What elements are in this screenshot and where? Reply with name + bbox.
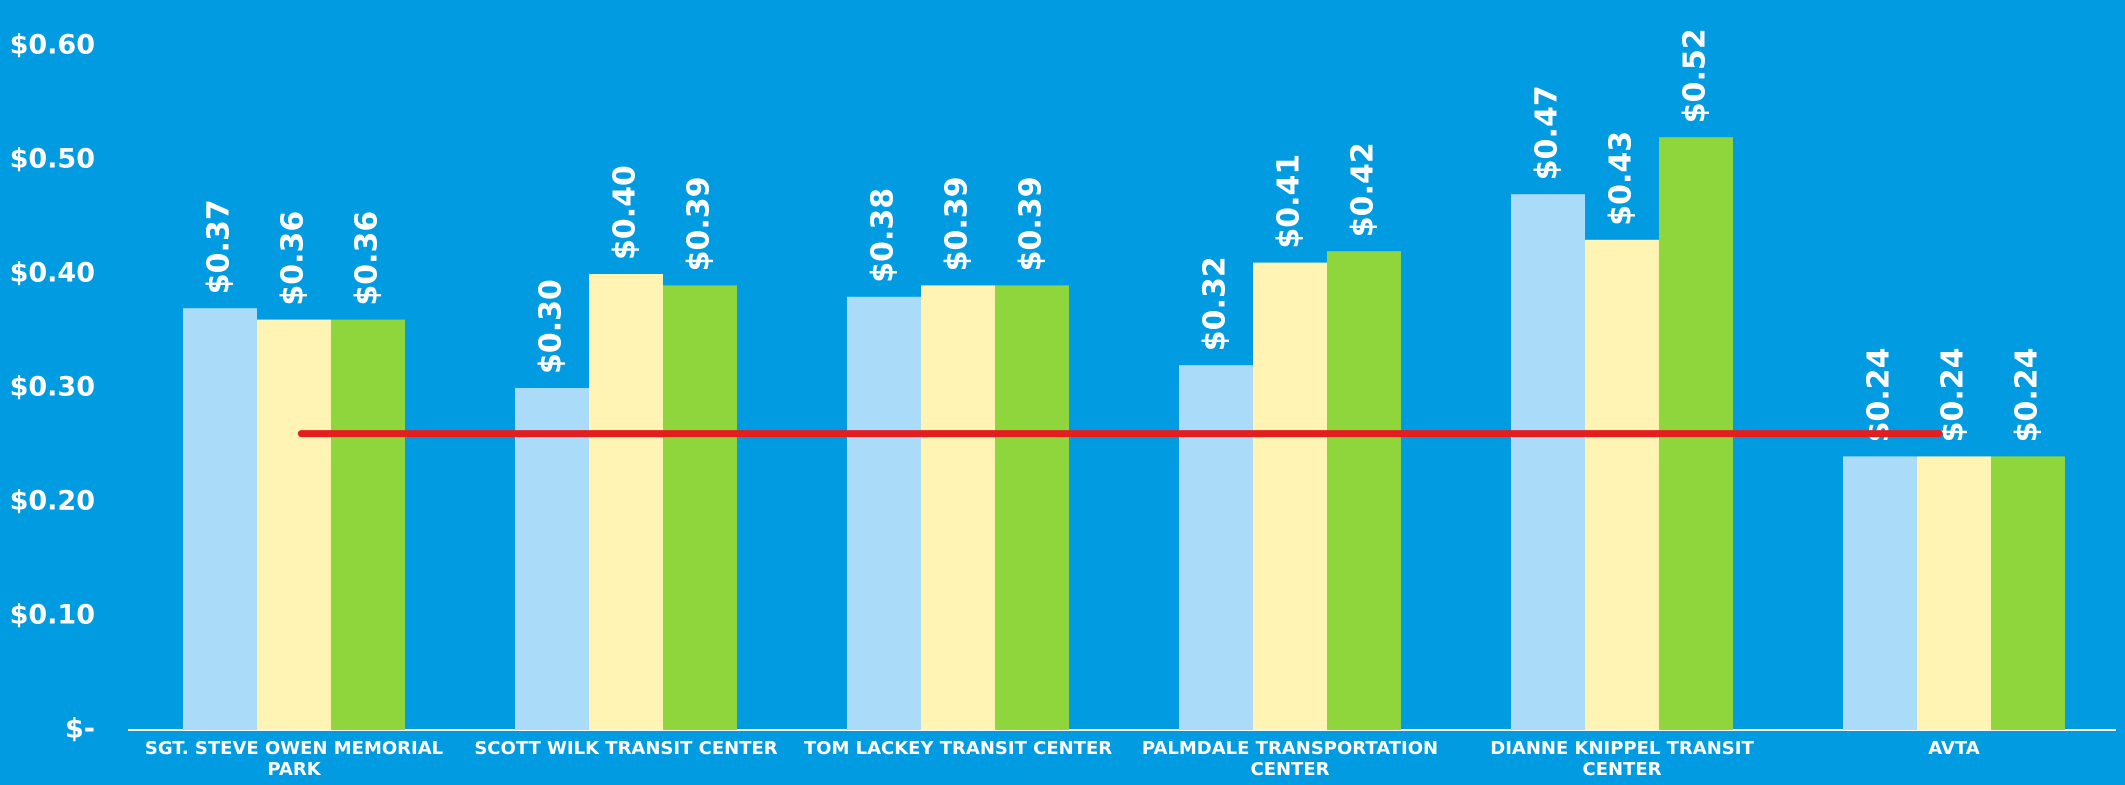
bar: [589, 274, 663, 730]
data-label: $0.37: [202, 199, 237, 294]
data-label: $0.32: [1198, 256, 1233, 351]
bar: [331, 319, 405, 730]
y-tick-label: $-: [65, 714, 95, 745]
x-tick-label: PALMDALE TRANSPORTATION CENTER: [1141, 738, 1439, 780]
bar: [257, 319, 331, 730]
data-label: $0.38: [866, 188, 901, 283]
bar: [1253, 262, 1327, 730]
data-label: $0.47: [1530, 85, 1565, 180]
data-label: $0.39: [1014, 176, 1049, 271]
bar: [1511, 194, 1585, 730]
x-tick-label: DIANNE KNIPPEL TRANSIT CENTER: [1490, 738, 1754, 780]
bar: [921, 285, 995, 730]
x-tick-label: SGT. STEVE OWEN MEMORIAL PARK: [144, 738, 444, 780]
y-tick-label: $0.10: [10, 600, 95, 631]
data-label: $0.24: [2010, 347, 2045, 442]
y-tick-label: $0.30: [10, 372, 95, 403]
y-tick-label: $0.40: [10, 258, 95, 289]
y-tick-label: $0.60: [10, 30, 95, 61]
y-tick-label: $0.50: [10, 144, 95, 175]
data-label: $0.36: [350, 211, 385, 306]
x-tick-label: AVTA: [1928, 738, 1980, 759]
bar: [995, 285, 1069, 730]
bar: [1917, 456, 1991, 730]
data-label: $0.24: [1862, 347, 1897, 442]
data-label: $0.39: [682, 176, 717, 271]
data-label: $0.24: [1936, 347, 1971, 442]
data-label: $0.40: [608, 165, 643, 260]
bar: [1179, 365, 1253, 730]
data-label: $0.52: [1678, 28, 1713, 123]
y-tick-label: $0.20: [10, 486, 95, 517]
x-tick-label: TOM LACKEY TRANSIT CENTER: [803, 738, 1113, 759]
bar: [847, 296, 921, 730]
bar: [183, 308, 257, 730]
bar: [1991, 456, 2065, 730]
data-label: $0.43: [1604, 131, 1639, 226]
data-label: $0.41: [1272, 154, 1307, 249]
data-label: $0.42: [1346, 142, 1381, 237]
data-label: $0.30: [534, 279, 569, 374]
bar: [1843, 456, 1917, 730]
data-label: $0.36: [276, 211, 311, 306]
data-label: $0.39: [940, 176, 975, 271]
bar: [663, 285, 737, 730]
x-tick-label: SCOTT WILK TRANSIT CENTER: [474, 738, 778, 759]
bar: [1585, 239, 1659, 731]
bar: [1327, 251, 1401, 730]
bar: [515, 388, 589, 730]
